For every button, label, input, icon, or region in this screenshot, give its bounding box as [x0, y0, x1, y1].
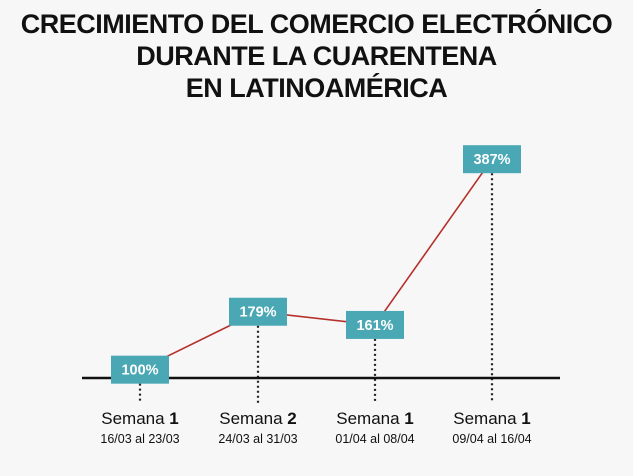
- value-label: 387%: [473, 152, 510, 168]
- title-line-2: DURANTE LA CUARENTENA: [136, 41, 497, 71]
- series-line: [139, 158, 493, 371]
- chart-title: CRECIMIENTO DEL COMERCIO ELECTRÓNICO DUR…: [0, 8, 633, 104]
- value-label: 179%: [239, 305, 276, 321]
- date-range-label: 16/03 al 23/03: [100, 432, 179, 446]
- date-range-label: 01/04 al 08/04: [335, 432, 414, 446]
- title-line-1: CRECIMIENTO DEL COMERCIO ELECTRÓNICO: [20, 9, 613, 39]
- date-range-label: 09/04 al 16/04: [452, 432, 531, 446]
- value-markers: 100% 179% 161% 387%: [111, 145, 521, 384]
- category-label: Semana 1: [336, 409, 414, 428]
- x-axis-labels: Semana 1 16/03 al 23/03 Semana 2 24/03 al 3…: [100, 409, 531, 446]
- title-line-3: EN LATINOAMÉRICA: [185, 73, 448, 103]
- value-box: [229, 297, 287, 326]
- value-box: [346, 310, 404, 339]
- dotted-guides: [138, 173, 494, 403]
- category-label: Semana 1: [101, 409, 179, 428]
- category-label: Semana 1: [453, 409, 531, 428]
- date-range-label: 24/03 al 31/03: [218, 432, 297, 446]
- value-label: 161%: [356, 318, 393, 334]
- value-box: [463, 145, 521, 174]
- value-box: [111, 355, 169, 384]
- value-label: 100%: [121, 363, 158, 379]
- category-label: Semana 2: [219, 409, 297, 428]
